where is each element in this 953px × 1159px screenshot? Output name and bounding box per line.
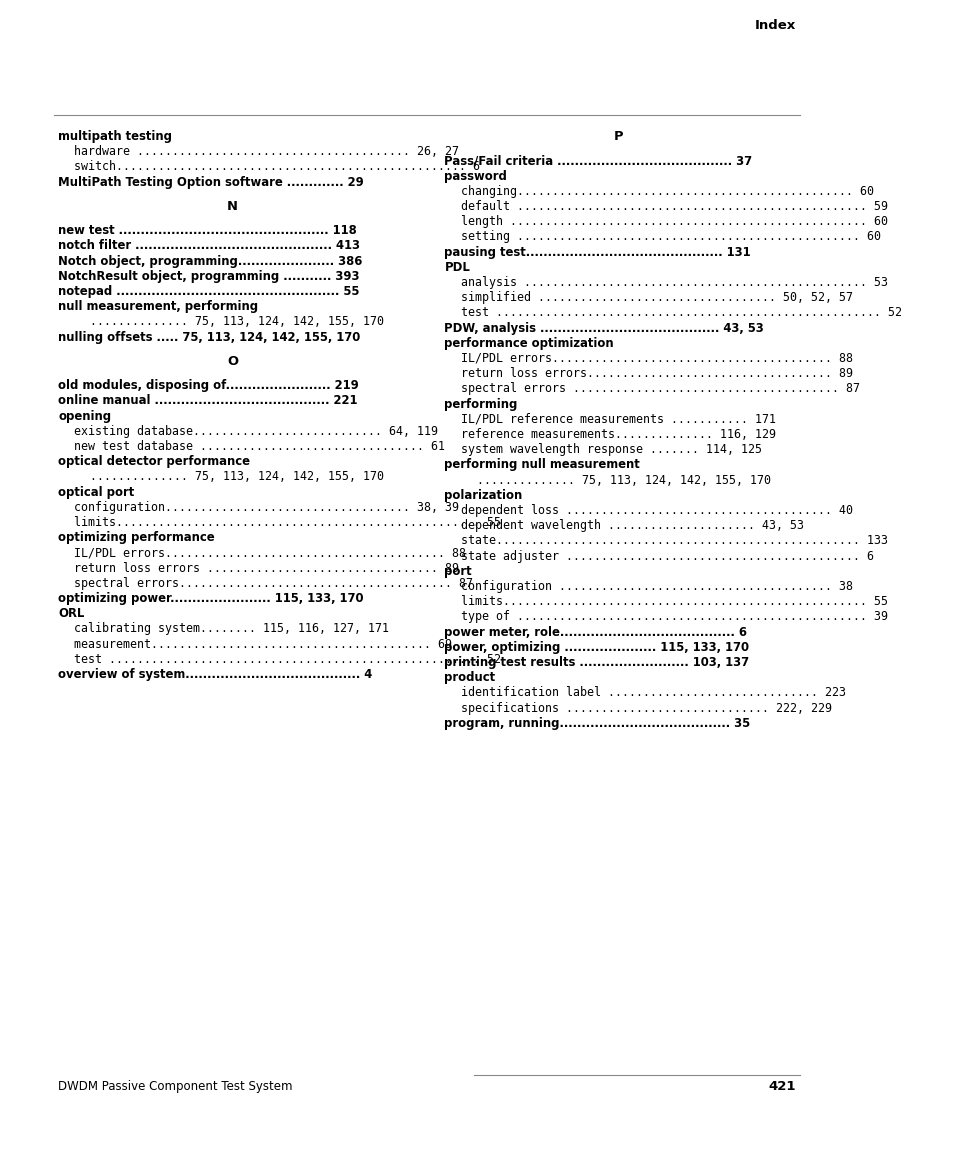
Text: product: product bbox=[444, 671, 496, 684]
Text: performing: performing bbox=[444, 398, 517, 410]
Text: multipath testing: multipath testing bbox=[58, 130, 172, 143]
Text: new test ................................................ 118: new test ...............................… bbox=[58, 224, 356, 238]
Text: NotchResult object, programming ........... 393: NotchResult object, programming ........… bbox=[58, 270, 359, 283]
Text: .............. 75, 113, 124, 142, 155, 170: .............. 75, 113, 124, 142, 155, 1… bbox=[91, 315, 384, 328]
Text: length ................................................... 60: length .................................… bbox=[460, 216, 886, 228]
Text: switch.................................................. 6: switch..................................… bbox=[74, 160, 479, 174]
Text: port: port bbox=[444, 564, 472, 577]
Text: dependent loss ...................................... 40: dependent loss .........................… bbox=[460, 504, 852, 517]
Text: printing test results ......................... 103, 137: printing test results ..................… bbox=[444, 656, 749, 669]
Text: ORL: ORL bbox=[58, 607, 85, 620]
Text: Notch object, programming...................... 386: Notch object, programming...............… bbox=[58, 255, 362, 268]
Text: test ....................................................... 52: test ...................................… bbox=[460, 306, 901, 320]
Text: hardware ....................................... 26, 27: hardware ...............................… bbox=[74, 145, 458, 158]
Text: performing null measurement: performing null measurement bbox=[444, 458, 639, 472]
Text: reference measurements.............. 116, 129: reference measurements.............. 116… bbox=[460, 428, 775, 440]
Text: spectral errors....................................... 87: spectral errors.........................… bbox=[74, 577, 473, 590]
Text: system wavelength response ....... 114, 125: system wavelength response ....... 114, … bbox=[460, 443, 760, 457]
Text: IL/PDL errors........................................ 88: IL/PDL errors...........................… bbox=[74, 547, 466, 560]
Text: .............. 75, 113, 124, 142, 155, 170: .............. 75, 113, 124, 142, 155, 1… bbox=[91, 471, 384, 483]
Text: opening: opening bbox=[58, 409, 112, 423]
Text: existing database........................... 64, 119: existing database.......................… bbox=[74, 425, 437, 438]
Text: power, optimizing ..................... 115, 133, 170: power, optimizing ..................... … bbox=[444, 641, 749, 654]
Text: .............. 75, 113, 124, 142, 155, 170: .............. 75, 113, 124, 142, 155, 1… bbox=[476, 474, 770, 487]
Text: PDL: PDL bbox=[444, 261, 470, 274]
Text: limits.................................................... 55: limits..................................… bbox=[74, 516, 500, 529]
Text: optical detector performance: optical detector performance bbox=[58, 455, 250, 468]
Text: IL/PDL reference measurements ........... 171: IL/PDL reference measurements ..........… bbox=[460, 413, 775, 425]
Text: calibrating system........ 115, 116, 127, 171: calibrating system........ 115, 116, 127… bbox=[74, 622, 389, 635]
Text: overview of system........................................ 4: overview of system......................… bbox=[58, 668, 372, 681]
Text: configuration ....................................... 38: configuration ..........................… bbox=[460, 580, 852, 593]
Text: dependent wavelength ..................... 43, 53: dependent wavelength ...................… bbox=[460, 519, 802, 532]
Text: default .................................................. 59: default ................................… bbox=[460, 199, 886, 213]
Text: program, running....................................... 35: program, running........................… bbox=[444, 716, 750, 730]
Text: state.................................................... 133: state...................................… bbox=[460, 534, 886, 547]
Text: performance optimization: performance optimization bbox=[444, 337, 614, 350]
Text: type of .................................................. 39: type of ................................… bbox=[460, 611, 886, 624]
Text: polarization: polarization bbox=[444, 489, 522, 502]
Text: old modules, disposing of........................ 219: old modules, disposing of...............… bbox=[58, 379, 358, 392]
Text: limits.................................................... 55: limits..................................… bbox=[460, 595, 886, 608]
Text: changing................................................ 60: changing................................… bbox=[460, 184, 873, 198]
Text: notch filter ............................................. 413: notch filter ...........................… bbox=[58, 240, 359, 253]
Text: nulling offsets ..... 75, 113, 124, 142, 155, 170: nulling offsets ..... 75, 113, 124, 142,… bbox=[58, 330, 360, 343]
Text: Pass/Fail criteria ........................................ 37: Pass/Fail criteria .....................… bbox=[444, 154, 752, 167]
Text: setting ................................................. 60: setting ................................… bbox=[460, 231, 880, 243]
Text: Index: Index bbox=[754, 19, 795, 32]
Text: specifications ............................. 222, 229: specifications .........................… bbox=[460, 701, 831, 714]
Text: new test database ................................ 61: new test database ......................… bbox=[74, 440, 445, 453]
Text: online manual ........................................ 221: online manual ..........................… bbox=[58, 394, 357, 408]
Text: state adjuster .......................................... 6: state adjuster .........................… bbox=[460, 549, 873, 562]
Text: 421: 421 bbox=[768, 1080, 795, 1093]
Text: analysis ................................................. 53: analysis ...............................… bbox=[460, 276, 886, 289]
Text: P: P bbox=[614, 130, 623, 143]
Text: identification label .............................. 223: identification label ...................… bbox=[460, 686, 844, 699]
Text: power meter, role........................................ 6: power meter, role.......................… bbox=[444, 626, 747, 639]
Text: null measurement, performing: null measurement, performing bbox=[58, 300, 258, 313]
Text: notepad ................................................... 55: notepad ................................… bbox=[58, 285, 359, 298]
Text: optical port: optical port bbox=[58, 486, 134, 498]
Text: PDW, analysis ......................................... 43, 53: PDW, analysis ..........................… bbox=[444, 321, 763, 335]
Text: spectral errors ...................................... 87: spectral errors ........................… bbox=[460, 382, 859, 395]
Text: simplified .................................. 50, 52, 57: simplified .............................… bbox=[460, 291, 852, 304]
Text: test ..................................................... 52: test ...................................… bbox=[74, 653, 500, 666]
Text: MultiPath Testing Option software ............. 29: MultiPath Testing Option software ......… bbox=[58, 176, 363, 189]
Text: return loss errors................................... 89: return loss errors......................… bbox=[460, 367, 852, 380]
Text: DWDM Passive Component Test System: DWDM Passive Component Test System bbox=[58, 1080, 293, 1093]
Text: measurement........................................ 69: measurement.............................… bbox=[74, 637, 452, 650]
Text: password: password bbox=[444, 169, 507, 182]
Text: configuration................................... 38, 39: configuration...........................… bbox=[74, 501, 458, 513]
Text: optimizing performance: optimizing performance bbox=[58, 531, 214, 545]
Text: return loss errors ................................. 89: return loss errors .....................… bbox=[74, 562, 458, 575]
Text: O: O bbox=[227, 355, 238, 367]
Text: N: N bbox=[227, 199, 238, 213]
Text: IL/PDL errors........................................ 88: IL/PDL errors...........................… bbox=[460, 352, 852, 365]
Text: pausing test............................................. 131: pausing test............................… bbox=[444, 246, 750, 258]
Text: optimizing power....................... 115, 133, 170: optimizing power....................... … bbox=[58, 592, 363, 605]
